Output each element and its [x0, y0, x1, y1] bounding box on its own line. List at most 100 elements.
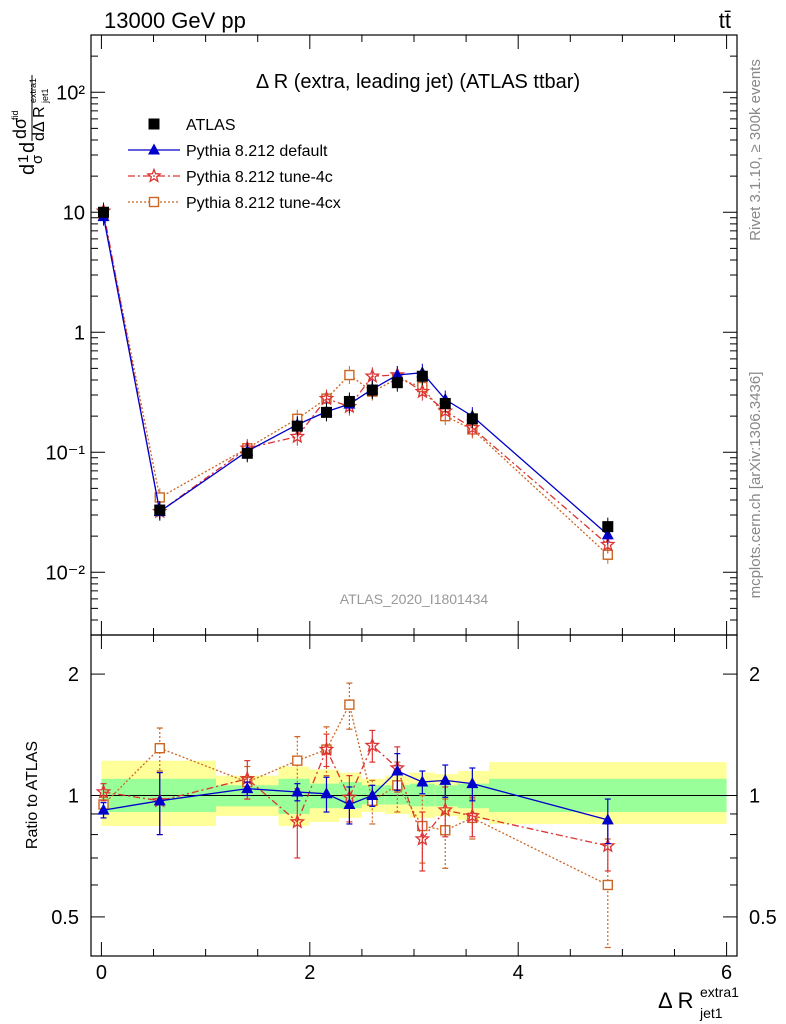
rivet-version-label: Rivet 3.1.10, ≥ 300k events: [747, 59, 764, 241]
ratio-axes: 0 2 4 6 0.5 0.5 1 1 2 2: [51, 635, 777, 984]
data-point: [416, 775, 429, 787]
x-axis-label-main: Δ R: [658, 988, 693, 1013]
data-point: [153, 794, 166, 806]
data-point: [318, 741, 335, 757]
data-point: [602, 879, 613, 891]
data-point: [466, 413, 478, 425]
svg-text:fid: fid: [10, 110, 20, 120]
svg-text:dσ: dσ: [10, 118, 30, 139]
y-tick-label-right: 1: [749, 786, 760, 808]
data-point: [391, 764, 404, 776]
series-atlas: [98, 203, 614, 536]
y-tick-label: 0.5: [51, 907, 79, 929]
y-tick-label: 10²: [56, 82, 85, 104]
data-point: [95, 783, 112, 799]
x-axis-label-sup: extra1: [700, 984, 739, 1000]
data-point: [343, 797, 356, 809]
data-point: [289, 428, 306, 444]
y-tick-label: 10⁻¹: [46, 442, 86, 464]
data-point: [154, 743, 165, 754]
main-series-layer: [95, 202, 616, 564]
data-point: [241, 782, 254, 794]
series-pythia-8-212-default: [97, 207, 614, 544]
main-title: Δ R (extra, leading jet) (ATLAS ttbar): [256, 71, 580, 93]
data-point: [241, 447, 253, 459]
svg-text:d: d: [17, 142, 39, 153]
svg-text:1: 1: [15, 155, 32, 163]
x-axis-label: Δ R extra1 jet1: [658, 984, 739, 1021]
data-point: [437, 801, 454, 817]
analysis-watermark: ATLAS_2020_I1801434: [340, 591, 489, 607]
x-tick-label: 2: [304, 962, 315, 984]
header-process-label: tt̄: [719, 8, 731, 33]
header-collision-label: 13000 GeV pp: [104, 8, 246, 33]
data-point: [154, 504, 166, 516]
legend-entry: ATLAS: [148, 117, 236, 134]
y-tick-label: 10: [63, 202, 85, 224]
ratio-series-layer: [95, 682, 616, 949]
series-pythia-8-212-tune-4cx: [98, 205, 613, 564]
data-point: [364, 367, 381, 383]
data-point: [98, 206, 110, 218]
data-point: [289, 813, 306, 829]
data-point: [437, 402, 454, 418]
ratio-series-pythia-8-212-tune-4c: [95, 729, 616, 872]
data-point: [602, 521, 614, 533]
data-point: [291, 420, 303, 432]
data-point: [344, 699, 355, 710]
main-axes: 10⁻² 10⁻¹ 1 10 10²: [46, 34, 737, 636]
legend-label: Pythia 8.212 default: [186, 143, 328, 160]
data-point: [320, 406, 332, 418]
data-point: [464, 807, 481, 823]
data-point: [344, 369, 355, 381]
data-point: [292, 755, 303, 766]
data-point: [439, 397, 451, 409]
y-tick-label: 1: [68, 786, 79, 808]
data-point: [466, 777, 479, 789]
data-point: [464, 419, 481, 435]
x-tick-label: 6: [721, 962, 732, 984]
legend-entry: Pythia 8.212 tune-4c: [128, 167, 333, 186]
data-point: [391, 377, 403, 389]
data-point: [320, 787, 333, 799]
data-point: [366, 384, 378, 396]
legend-marker: [148, 118, 160, 130]
x-axis-label-sub: jet1: [699, 1005, 723, 1021]
svg-text:d: d: [17, 164, 39, 175]
data-point: [318, 390, 335, 406]
legend-marker: [148, 196, 160, 208]
y-tick-label-right: 0.5: [749, 907, 777, 929]
data-point: [601, 813, 614, 825]
data-point: [343, 395, 355, 407]
series-line: [103, 770, 608, 821]
data-point: [439, 773, 452, 785]
legend-marker: [146, 167, 162, 183]
y-tick-label-right: 2: [749, 664, 760, 686]
data-point: [414, 383, 431, 399]
series-line: [102, 216, 609, 536]
svg-text:dΔ R: dΔ R: [31, 106, 48, 141]
ratio-frame: [90, 634, 738, 957]
data-point: [416, 370, 428, 382]
legend: ATLAS Pythia 8.212 default Pythia 8.212 tu…: [128, 117, 341, 212]
x-tick-label: 0: [96, 962, 107, 984]
data-point: [366, 789, 379, 800]
series-line: [103, 744, 608, 847]
ratio-y-axis-label: Ratio to ATLAS: [24, 741, 41, 849]
data-point: [414, 830, 431, 846]
legend-entry: Pythia 8.212 tune-4cx: [128, 195, 341, 212]
ratio-series-pythia-8-212-default: [97, 753, 614, 845]
svg-text:jet1: jet1: [40, 88, 50, 104]
main-y-axis-label: d 1 σ d dσ fid dΔ R extra1 jet1: [10, 75, 50, 175]
legend-entry: Pythia 8.212 default: [128, 143, 328, 160]
y-tick-label: 10⁻²: [46, 562, 86, 584]
y-tick-label: 2: [68, 664, 79, 686]
x-tick-label: 4: [513, 962, 524, 984]
series-line: [102, 211, 609, 546]
mcplots-label: mcplots.cern.ch [arXiv:1306.3436]: [747, 372, 764, 599]
data-point: [364, 737, 381, 753]
data-point: [291, 785, 304, 797]
legend-label: Pythia 8.212 tune-4cx: [186, 195, 341, 212]
data-point: [599, 536, 616, 552]
